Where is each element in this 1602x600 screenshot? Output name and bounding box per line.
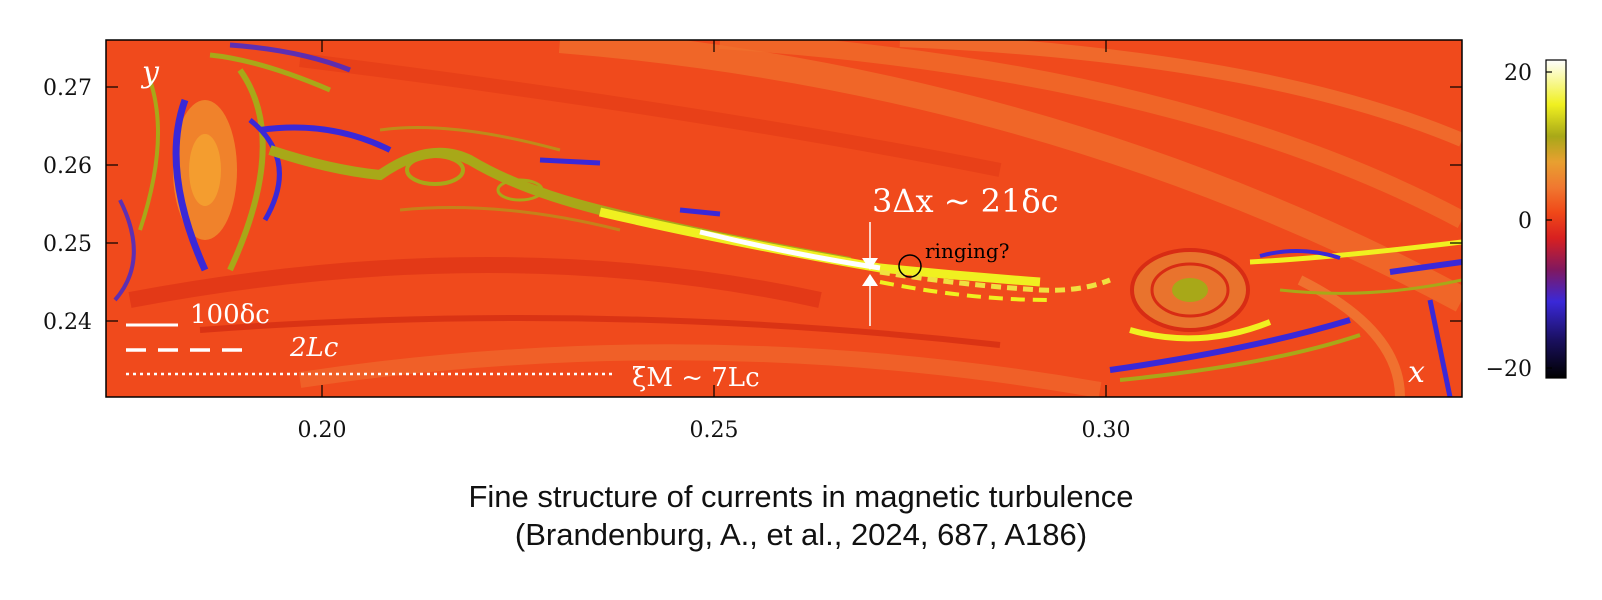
- figure-caption-line1: Fine structure of currents in magnetic t…: [468, 479, 1134, 514]
- ringing-annotation: ringing?: [925, 239, 1009, 263]
- y-tick-label: 0.24: [43, 310, 92, 335]
- scale-label-dashed: 2Lc: [289, 333, 339, 363]
- y-tick-label: 0.27: [43, 76, 92, 101]
- arrow-up-icon: [862, 274, 878, 286]
- y-axis-ticks: [106, 86, 1462, 322]
- y-tick-label: 0.25: [43, 232, 92, 257]
- current-density-map: [106, 40, 1462, 397]
- resolution-annotation: 3Δx ~ 21δc: [872, 182, 1059, 220]
- colorbar: [1545, 59, 1567, 379]
- colorbar-tick-label: 0: [1518, 209, 1532, 234]
- colorbar-tick-label: −20: [1486, 357, 1532, 382]
- scale-label-dotted: ξM ~ 7Lc: [632, 363, 760, 393]
- y-panel-label: y: [140, 55, 160, 90]
- x-tick-label: 0.20: [298, 418, 347, 443]
- x-axis-ticks: [321, 40, 1107, 397]
- x-panel-label: x: [1408, 355, 1425, 390]
- colorbar-tick-label: 20: [1504, 61, 1532, 86]
- figure-caption-line2: (Brandenburg, A., et al., 2024, 687, A18…: [514, 517, 1088, 552]
- x-tick-label: 0.25: [690, 418, 739, 443]
- x-tick-label: 0.30: [1082, 418, 1131, 443]
- scale-label-solid: 100δc: [190, 300, 270, 330]
- y-tick-label: 0.26: [43, 154, 92, 179]
- current-density-figure: 0.20 0.25 0.30 0.27 0.26 0.25 0.24 y x 3…: [43, 39, 1567, 443]
- arrow-down-icon: [862, 258, 878, 270]
- ringing-marker-icon: [898, 254, 922, 278]
